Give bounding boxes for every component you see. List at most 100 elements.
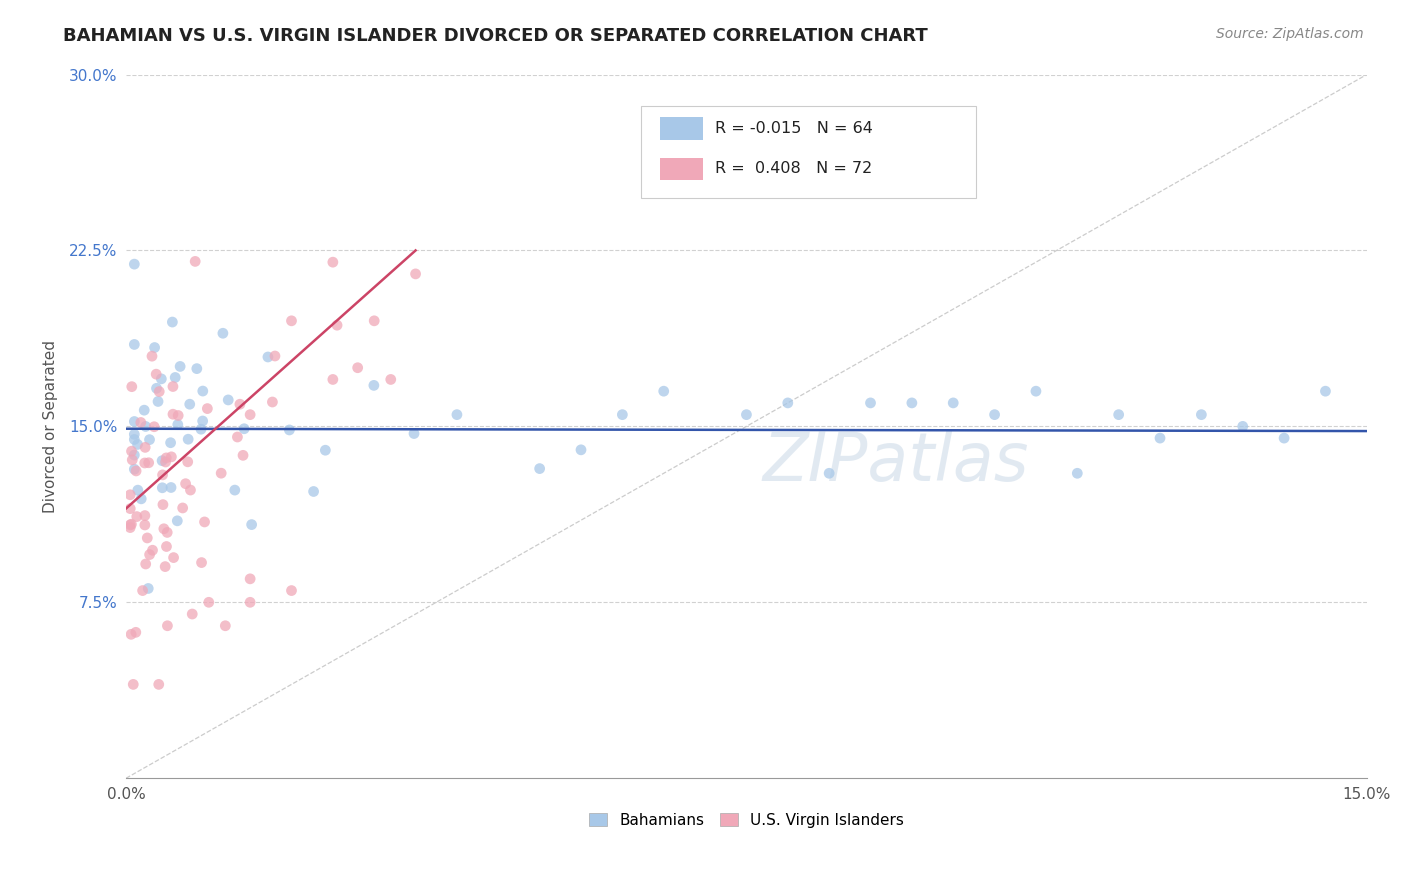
Point — [174, 476, 197, 491]
Point — [1066, 467, 1088, 481]
Point — [280, 583, 302, 598]
Point — [184, 254, 207, 268]
Point — [146, 394, 169, 409]
Point — [278, 423, 301, 437]
Point — [181, 607, 204, 621]
Point — [125, 464, 148, 478]
Text: Source: ZipAtlas.com: Source: ZipAtlas.com — [1216, 27, 1364, 41]
Point — [942, 396, 965, 410]
Point — [257, 350, 280, 364]
Point — [165, 370, 187, 384]
Point — [127, 483, 149, 498]
Point — [818, 467, 841, 481]
Point — [124, 427, 146, 442]
Point — [776, 396, 799, 410]
Point — [735, 408, 758, 422]
Point — [162, 407, 184, 421]
Point — [121, 379, 143, 393]
Legend: Bahamians, U.S. Virgin Islanders: Bahamians, U.S. Virgin Islanders — [582, 806, 910, 834]
Point — [169, 359, 191, 374]
Point — [239, 408, 262, 422]
Point — [224, 483, 246, 497]
Point — [143, 341, 166, 355]
Point — [145, 367, 167, 381]
Point — [172, 500, 194, 515]
Point — [134, 518, 156, 533]
Point — [901, 396, 924, 410]
Point — [150, 481, 173, 495]
Point — [166, 417, 188, 432]
Point — [124, 462, 146, 476]
Point — [134, 508, 156, 523]
Point — [405, 267, 427, 281]
Point — [160, 450, 183, 464]
Point — [131, 583, 153, 598]
Point — [120, 517, 142, 532]
Point — [1272, 431, 1295, 445]
Point — [160, 481, 183, 495]
Point — [195, 401, 218, 416]
Point — [150, 372, 173, 386]
Point — [612, 408, 634, 422]
Point — [190, 422, 212, 436]
Point — [239, 572, 262, 586]
Point — [226, 430, 249, 444]
Point — [129, 491, 152, 506]
Point — [156, 525, 179, 540]
Point — [153, 559, 176, 574]
Point — [120, 488, 142, 502]
Point — [125, 509, 148, 524]
Point — [148, 384, 170, 399]
Point — [162, 550, 184, 565]
Text: BAHAMIAN VS U.S. VIRGIN ISLANDER DIVORCED OR SEPARATED CORRELATION CHART: BAHAMIAN VS U.S. VIRGIN ISLANDER DIVORCE… — [63, 27, 928, 45]
Point — [124, 448, 146, 462]
Point — [363, 314, 385, 328]
Point — [186, 361, 208, 376]
Point — [239, 595, 262, 609]
Point — [121, 444, 143, 458]
Point — [152, 498, 174, 512]
Point — [322, 372, 344, 386]
Point — [346, 360, 368, 375]
Point — [134, 441, 156, 455]
Point — [148, 677, 170, 691]
Point — [122, 677, 145, 691]
Point — [859, 396, 882, 410]
Point — [177, 455, 200, 469]
Point — [152, 467, 174, 482]
Point — [190, 556, 212, 570]
Point — [129, 416, 152, 430]
Point — [280, 314, 302, 328]
Point — [156, 619, 179, 633]
Point — [138, 456, 160, 470]
Point — [1149, 431, 1171, 445]
Point — [136, 531, 159, 545]
Text: R = -0.015   N = 64: R = -0.015 N = 64 — [716, 121, 873, 136]
Point — [652, 384, 675, 399]
Point — [262, 395, 284, 409]
Text: ZIPatlas: ZIPatlas — [762, 428, 1029, 494]
FancyBboxPatch shape — [641, 106, 976, 198]
Point — [1315, 384, 1337, 399]
Point — [191, 384, 214, 398]
Point — [233, 422, 256, 436]
Text: R =  0.408   N = 72: R = 0.408 N = 72 — [716, 161, 873, 177]
Point — [166, 514, 188, 528]
Point — [314, 443, 336, 458]
Point — [134, 403, 156, 417]
Point — [1025, 384, 1047, 399]
Point — [155, 450, 177, 465]
Point — [162, 379, 184, 393]
Point — [159, 435, 181, 450]
Point — [135, 557, 157, 571]
Point — [380, 372, 402, 386]
Point — [363, 378, 385, 392]
Point — [167, 409, 190, 423]
Point — [121, 453, 143, 467]
Point — [120, 627, 142, 641]
Point — [209, 466, 232, 480]
Point — [197, 595, 219, 609]
Point — [127, 437, 149, 451]
Point — [446, 408, 468, 422]
Point — [569, 442, 592, 457]
